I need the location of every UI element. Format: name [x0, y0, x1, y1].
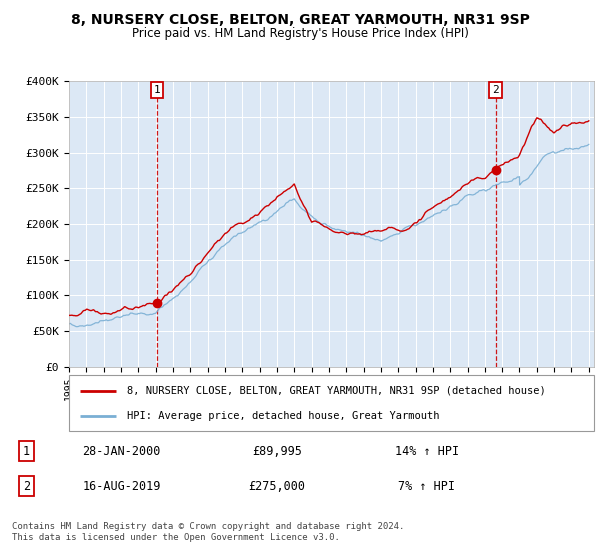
Text: Contains HM Land Registry data © Crown copyright and database right 2024.
This d: Contains HM Land Registry data © Crown c…	[12, 522, 404, 542]
Text: 28-JAN-2000: 28-JAN-2000	[82, 445, 161, 458]
Text: 16-AUG-2019: 16-AUG-2019	[82, 480, 161, 493]
FancyBboxPatch shape	[69, 375, 594, 431]
Text: £275,000: £275,000	[248, 480, 305, 493]
Text: 1: 1	[23, 445, 30, 458]
Text: 1: 1	[154, 85, 160, 95]
Text: 7% ↑ HPI: 7% ↑ HPI	[398, 480, 455, 493]
Text: 8, NURSERY CLOSE, BELTON, GREAT YARMOUTH, NR31 9SP: 8, NURSERY CLOSE, BELTON, GREAT YARMOUTH…	[71, 13, 529, 27]
Text: 2: 2	[23, 480, 30, 493]
Text: 8, NURSERY CLOSE, BELTON, GREAT YARMOUTH, NR31 9SP (detached house): 8, NURSERY CLOSE, BELTON, GREAT YARMOUTH…	[127, 386, 545, 396]
Text: 14% ↑ HPI: 14% ↑ HPI	[395, 445, 459, 458]
Text: £89,995: £89,995	[252, 445, 302, 458]
Text: 2: 2	[492, 85, 499, 95]
Text: Price paid vs. HM Land Registry's House Price Index (HPI): Price paid vs. HM Land Registry's House …	[131, 27, 469, 40]
Text: HPI: Average price, detached house, Great Yarmouth: HPI: Average price, detached house, Grea…	[127, 410, 439, 421]
